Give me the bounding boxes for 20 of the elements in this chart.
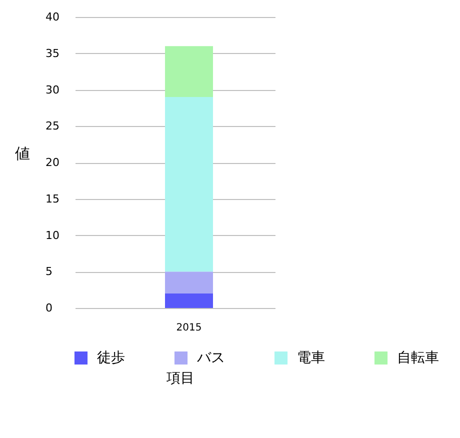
legend-label: バス [196,350,225,366]
legend-label: 自転車 [397,350,439,366]
y-tick-label: 0 [46,302,52,314]
y-tick-label: 30 [46,83,60,96]
bar [165,272,213,294]
y-tick-label: 5 [46,265,52,278]
y-tick-label: 25 [46,120,60,133]
bar [165,293,213,308]
y-axis-title: 値 [15,144,30,162]
legend-label: 徒歩 [97,350,125,366]
y-tick-label: 10 [46,228,60,242]
x-axis-title: 項目 [166,370,194,386]
y-tick-label: 15 [46,192,60,206]
bar [165,46,213,98]
y-tick-label: 35 [46,46,60,60]
y-tick-label: 40 [46,10,60,24]
legend-label: 電車 [297,350,325,366]
y-tick-label: 20 [46,156,60,169]
x-tick-label: 2015 [176,322,202,334]
bar [165,97,213,272]
